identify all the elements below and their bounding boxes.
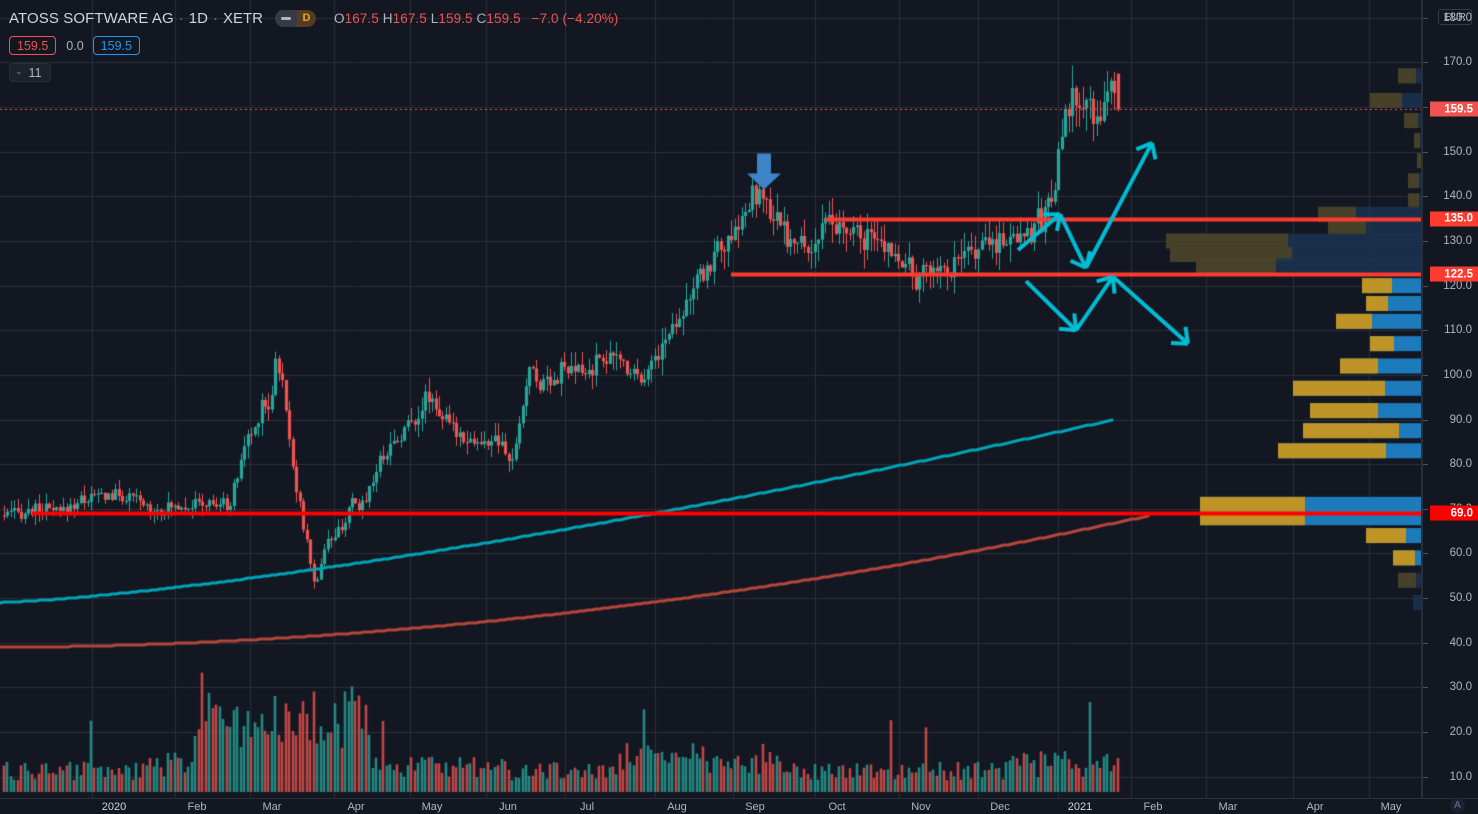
low-label: L bbox=[430, 10, 439, 26]
collapsed-indicators-count: 11 bbox=[28, 65, 42, 80]
price-axis-tick: 90.0 bbox=[1449, 413, 1472, 426]
currency-badge[interactable]: EUR bbox=[1437, 9, 1472, 25]
price-axis-tick: 50.0 bbox=[1449, 592, 1472, 605]
price-axis-tickmark bbox=[1423, 419, 1428, 421]
time-axis-tick: May bbox=[421, 801, 443, 813]
time-axis-tick: Jun bbox=[499, 801, 517, 813]
legend-separator-1: · bbox=[178, 9, 184, 27]
price-axis-tickmark bbox=[1423, 241, 1428, 242]
collapsed-indicators-button[interactable]: ⌄ 11 bbox=[9, 63, 51, 82]
time-axis-tick: Dec bbox=[990, 801, 1010, 813]
price-axis-tickmark bbox=[1423, 508, 1428, 510]
price-axis-tick: 140.0 bbox=[1443, 190, 1472, 203]
ohlc-values: O167.5 H167.5 L159.5 C159.5 −7.0 (−4.20%… bbox=[334, 11, 618, 26]
price-axis-tickmark bbox=[1423, 107, 1428, 109]
price-axis-tick: 170.0 bbox=[1443, 56, 1472, 69]
time-axis-tick: Feb bbox=[1143, 801, 1163, 813]
price-axis-divider bbox=[1421, 0, 1422, 798]
price-axis-tickmark bbox=[1423, 598, 1428, 600]
price-axis-tick: 150.0 bbox=[1443, 145, 1472, 158]
indicator-value-red[interactable]: 159.5 bbox=[9, 36, 57, 55]
price-axis-tickmark bbox=[1423, 330, 1428, 332]
time-axis-tick: May bbox=[1380, 801, 1402, 813]
time-axis-tick: Sep bbox=[745, 801, 765, 813]
price-axis-tickmark bbox=[1423, 62, 1428, 64]
price-axis-tickmark bbox=[1423, 17, 1428, 19]
price-axis-tick: 30.0 bbox=[1449, 681, 1472, 694]
open-value: 167.5 bbox=[344, 10, 379, 26]
price-axis-tick: 110.0 bbox=[1444, 324, 1472, 337]
collapsed-indicators-row: ⌄ 11 bbox=[9, 62, 618, 82]
price-axis-tickmark bbox=[1423, 464, 1428, 466]
time-axis-tick: 2021 bbox=[1067, 801, 1093, 813]
time-axis-tick: Jul bbox=[579, 801, 595, 813]
time-axis-tick: Mar bbox=[262, 801, 282, 813]
time-axis[interactable]: A 2020 Feb Mar Apr May Jun Jul Aug Sep Oct Nov Dec 2… bbox=[0, 798, 1478, 814]
price-axis-tick: 20.0 bbox=[1449, 725, 1472, 738]
price-axis[interactable]: EUR 180.0170.0160.0150.0140.0130.0120.01… bbox=[1422, 0, 1478, 798]
indicator-value-blue[interactable]: 159.5 bbox=[92, 36, 140, 55]
tradingview-logo-icon: A bbox=[1450, 798, 1465, 813]
price-axis-tickmark bbox=[1423, 285, 1428, 287]
price-axis-tick: 40.0 bbox=[1449, 636, 1472, 649]
change-value: −7.0 (−4.20%) bbox=[531, 10, 619, 26]
time-axis-tick: Oct bbox=[828, 801, 846, 813]
chart-legend: ATOSS SOFTWARE AG · 1D · XETR D O167.5 H… bbox=[9, 8, 618, 82]
price-axis-badge[interactable]: 122.5 bbox=[1430, 266, 1478, 282]
legend-symbol-row: ATOSS SOFTWARE AG · 1D · XETR D O167.5 H… bbox=[9, 8, 618, 28]
time-axis-tick: Apr bbox=[1306, 801, 1324, 813]
price-axis-tickmark bbox=[1423, 196, 1428, 198]
time-axis-tick: Nov bbox=[911, 801, 931, 813]
indicator-value-mid: 0.0 bbox=[66, 38, 84, 53]
price-axis-tickmark bbox=[1423, 776, 1428, 778]
interval-badge[interactable]: D bbox=[296, 9, 316, 27]
price-axis-badge[interactable]: 135.0 bbox=[1430, 211, 1478, 227]
high-value: 167.5 bbox=[392, 10, 427, 26]
legend-controls-badge[interactable]: D bbox=[274, 9, 316, 27]
time-axis-tick: Feb bbox=[187, 801, 207, 813]
hide-series-icon[interactable] bbox=[274, 9, 297, 27]
low-value: 159.5 bbox=[438, 10, 473, 26]
open-label: O bbox=[333, 10, 345, 26]
close-label: C bbox=[476, 10, 487, 26]
price-axis-tickmark bbox=[1423, 374, 1428, 376]
price-axis-tick: 80.0 bbox=[1449, 458, 1472, 471]
symbol-exchange[interactable]: XETR bbox=[222, 9, 263, 27]
high-label: H bbox=[382, 10, 393, 26]
price-axis-tick: 100.0 bbox=[1443, 368, 1472, 381]
chevron-down-icon: ⌄ bbox=[15, 66, 23, 76]
time-axis-tick: Apr bbox=[347, 801, 365, 813]
price-axis-badge[interactable]: 69.0 bbox=[1430, 505, 1478, 521]
time-axis-tick: Aug bbox=[667, 801, 687, 813]
price-axis-tickmark bbox=[1423, 553, 1428, 555]
time-axis-tick: 2020 bbox=[101, 801, 127, 813]
price-axis-tick: 180.0 bbox=[1443, 11, 1472, 24]
price-axis-tickmark bbox=[1423, 642, 1428, 644]
legend-separator-2: · bbox=[212, 9, 218, 27]
symbol-interval[interactable]: 1D bbox=[188, 9, 208, 27]
symbol-name[interactable]: ATOSS SOFTWARE AG bbox=[9, 9, 174, 27]
close-value: 159.5 bbox=[486, 10, 521, 26]
price-axis-tickmark bbox=[1423, 151, 1428, 153]
indicator-values-row: 159.5 0.0 159.5 bbox=[9, 36, 618, 55]
price-axis-tick: 130.0 bbox=[1443, 235, 1472, 247]
price-axis-tickmark bbox=[1423, 687, 1428, 689]
price-axis-tick: 120.0 bbox=[1443, 279, 1472, 292]
price-axis-tick: 60.0 bbox=[1449, 547, 1472, 560]
price-axis-tickmark bbox=[1423, 731, 1428, 733]
price-axis-tick: 10.0 bbox=[1449, 770, 1472, 783]
time-axis-tick: Mar bbox=[1218, 801, 1238, 813]
price-axis-badge[interactable]: 159.5 bbox=[1430, 101, 1478, 117]
